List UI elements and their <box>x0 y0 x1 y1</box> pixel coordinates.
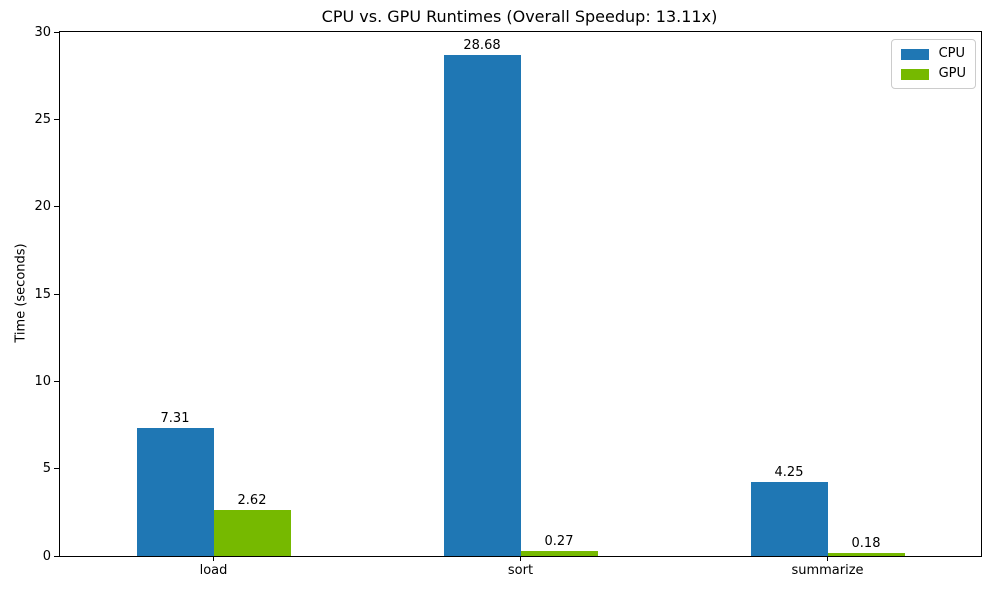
x-tick-label-summarize: summarize <box>791 563 864 578</box>
y-tick-label: 5 <box>42 461 51 477</box>
bar-value-label: 2.62 <box>237 493 267 509</box>
cpu-bar <box>443 55 521 556</box>
x-tick-label-load: load <box>199 563 228 578</box>
y-tick-label: 0 <box>42 548 51 564</box>
y-tick-label: 20 <box>34 199 51 215</box>
y-tick-mark <box>54 118 59 120</box>
chart-title: CPU vs. GPU Runtimes (Overall Speedup: 1… <box>321 7 718 26</box>
bar-value-label: 0.18 <box>851 535 881 551</box>
legend-label: CPU <box>938 46 965 61</box>
cpu-legend-swatch <box>900 48 929 60</box>
bar-value-label: 4.25 <box>774 464 804 480</box>
gpu-bar <box>213 510 291 556</box>
bar-value-label: 28.68 <box>463 38 501 54</box>
y-tick-label: 25 <box>34 111 51 127</box>
y-tick-label: 15 <box>34 286 51 302</box>
x-tick-label-sort: sort <box>507 563 534 578</box>
y-tick-mark <box>54 31 59 33</box>
y-tick-mark <box>54 293 59 295</box>
gpu-legend-swatch <box>900 68 929 80</box>
x-tick-mark <box>213 556 214 561</box>
bar-value-label: 0.27 <box>544 534 574 550</box>
cpu-bar <box>136 428 214 556</box>
legend: CPU GPU <box>890 39 976 89</box>
gpu-bar <box>520 551 598 556</box>
y-tick-mark <box>54 380 59 382</box>
legend-entry-gpu: GPU <box>900 66 966 81</box>
y-tick-mark <box>54 206 59 208</box>
y-tick-mark <box>54 555 59 557</box>
cpu-bar <box>750 481 828 556</box>
x-tick-mark <box>827 556 828 561</box>
legend-label: GPU <box>938 66 966 81</box>
y-tick-mark <box>54 468 59 470</box>
y-tick-label: 30 <box>34 24 51 40</box>
x-tick-mark <box>520 556 521 561</box>
legend-entry-cpu: CPU <box>900 46 966 61</box>
bar-value-label: 7.31 <box>160 411 190 427</box>
y-tick-label: 10 <box>34 373 51 389</box>
plot-area: CPU GPU 0 5 10 15 20 25 30 load 7.31 2.62 sort 28.68… <box>34 25 982 578</box>
gpu-bar <box>827 552 905 556</box>
